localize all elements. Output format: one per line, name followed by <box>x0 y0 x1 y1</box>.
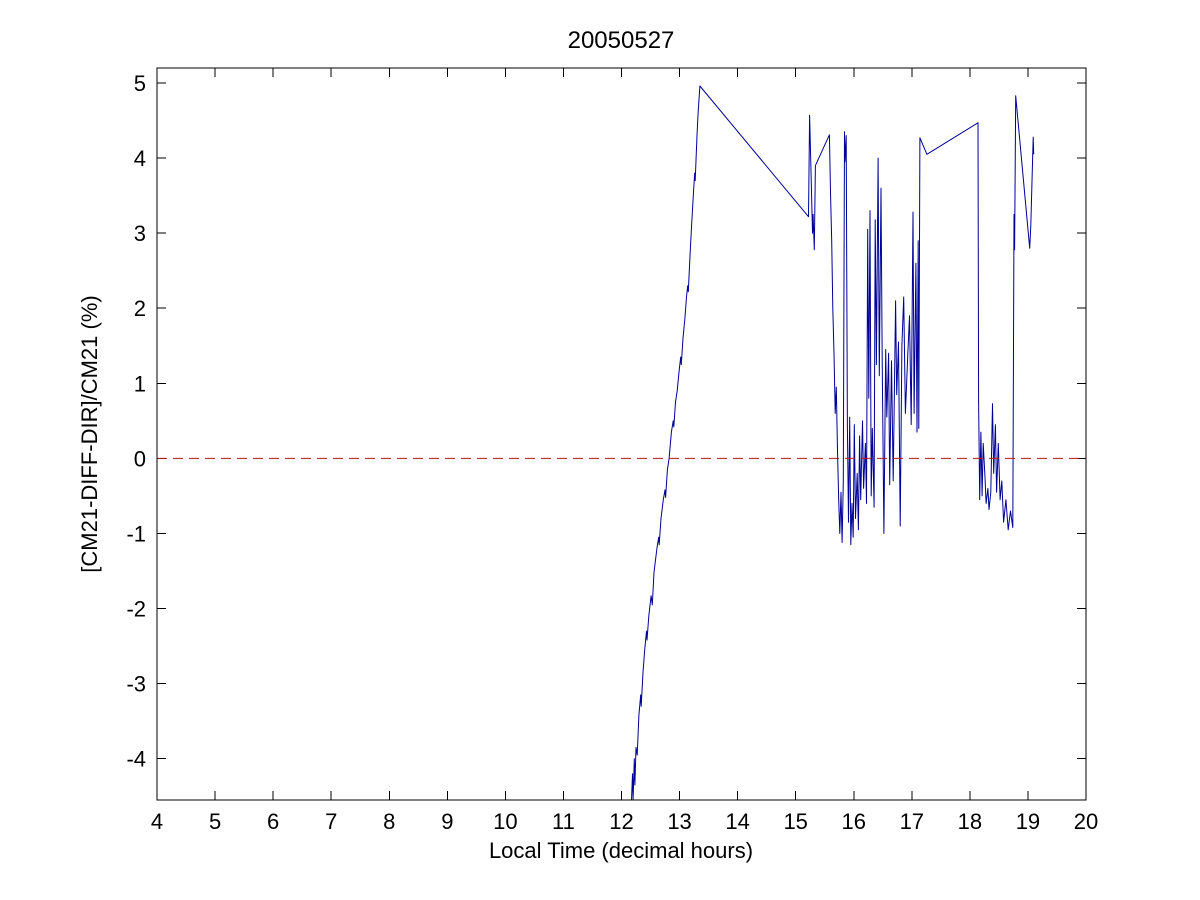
y-tick-label: -3 <box>126 672 146 697</box>
y-axis-label: [CM21-DIFF-DIR]/CM21 (%) <box>77 295 102 572</box>
x-tick-label: 17 <box>900 809 924 834</box>
x-tick-label: 12 <box>609 809 633 834</box>
x-tick-label: 13 <box>667 809 691 834</box>
x-tick-label: 19 <box>1016 809 1040 834</box>
x-tick-label: 15 <box>783 809 807 834</box>
x-tick-label: 11 <box>552 809 575 834</box>
x-tick-label: 16 <box>842 809 866 834</box>
y-tick-label: 3 <box>134 221 146 246</box>
x-tick-label: 6 <box>267 809 279 834</box>
x-tick-label: 8 <box>383 809 395 834</box>
x-tick-label: 9 <box>441 809 453 834</box>
y-tick-label: 1 <box>134 371 146 396</box>
x-tick-label: 10 <box>493 809 517 834</box>
series-cm21-diff-dir-ratio <box>631 85 1035 800</box>
y-tick-label: -2 <box>126 597 146 622</box>
plot-series <box>157 85 1086 800</box>
y-tick-label: -1 <box>126 521 146 546</box>
y-tick-label: 5 <box>134 71 146 96</box>
y-tick-label: 4 <box>134 146 146 171</box>
axis-ticks: 4 5 6 7 8 9 10 11 12 13 14 15 16 17 18 19 20-4-3-2-10123… <box>126 68 1098 834</box>
x-tick-label: 14 <box>725 809 749 834</box>
x-tick-label: 4 <box>151 809 163 834</box>
x-tick-label: 20 <box>1074 809 1098 834</box>
x-tick-label: 18 <box>958 809 982 834</box>
x-tick-label: 5 <box>209 809 221 834</box>
y-tick-label: 0 <box>134 446 146 471</box>
x-tick-label: 7 <box>325 809 337 834</box>
x-axis-label: Local Time (decimal hours) <box>489 838 753 863</box>
y-tick-label: -4 <box>126 747 146 772</box>
y-tick-label: 2 <box>134 296 146 321</box>
chart-title: 20050527 <box>568 27 675 54</box>
plot-box <box>156 67 1087 801</box>
